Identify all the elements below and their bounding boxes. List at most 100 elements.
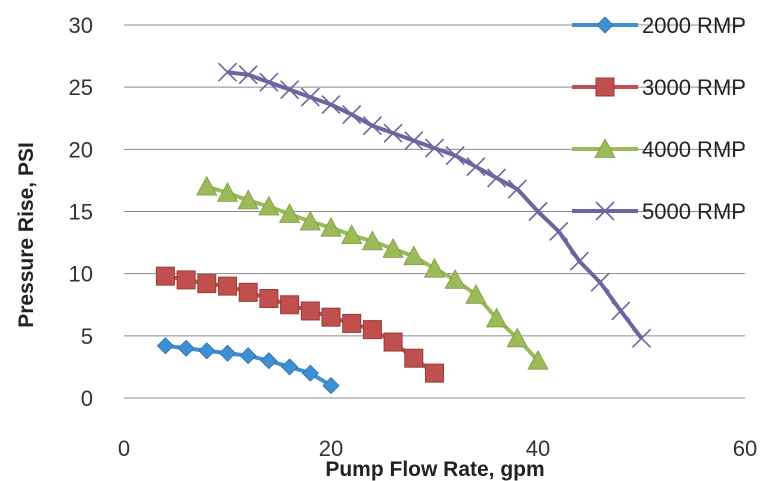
triangle-marker bbox=[423, 257, 446, 278]
x-marker-stroke bbox=[383, 123, 403, 143]
legend: 2000 RMP 3000 RMP 4000 RMP 5000 RMP bbox=[572, 13, 746, 224]
x-marker-stroke bbox=[404, 131, 424, 151]
x-marker bbox=[595, 201, 615, 221]
diamond-marker bbox=[218, 344, 237, 362]
x-marker bbox=[528, 201, 548, 222]
x-marker bbox=[424, 138, 445, 158]
square-marker bbox=[280, 295, 300, 315]
diamond-marker bbox=[281, 358, 299, 376]
diamond-marker bbox=[322, 377, 340, 395]
x-marker bbox=[404, 131, 424, 151]
x-tick-label: 20 bbox=[319, 436, 343, 461]
y-tick-label: 20 bbox=[69, 137, 93, 162]
x-axis-title: Pump Flow Rate, gpm bbox=[325, 458, 544, 481]
diamond-marker bbox=[301, 364, 319, 382]
legend-item: 3000 RMP bbox=[572, 75, 746, 100]
x-marker bbox=[611, 301, 631, 321]
diamond-marker bbox=[198, 342, 216, 360]
square-marker bbox=[383, 332, 403, 352]
x-marker bbox=[445, 145, 465, 166]
square-marker bbox=[259, 289, 279, 309]
triangle-marker bbox=[506, 327, 528, 348]
diamond-marker bbox=[239, 347, 257, 365]
x-marker bbox=[217, 62, 238, 82]
series-x bbox=[217, 62, 652, 348]
x-marker bbox=[549, 221, 569, 241]
x-tick-label: 60 bbox=[733, 436, 757, 461]
triangle-marker bbox=[361, 230, 384, 251]
diamond-marker bbox=[177, 339, 195, 357]
triangle-marker bbox=[444, 269, 466, 289]
triangle-marker bbox=[465, 283, 487, 304]
triangle-marker bbox=[403, 245, 425, 266]
x-marker-stroke bbox=[342, 104, 362, 125]
y-tick-label: 5 bbox=[81, 324, 93, 349]
triangle-marker bbox=[382, 237, 404, 258]
triangle-marker bbox=[278, 203, 301, 223]
x-tick-label: 40 bbox=[526, 436, 550, 461]
series-diamond bbox=[156, 337, 340, 395]
x-marker bbox=[487, 168, 507, 188]
square-marker bbox=[595, 77, 615, 97]
x-marker bbox=[569, 251, 589, 271]
x-marker bbox=[466, 157, 486, 177]
square-marker bbox=[425, 363, 444, 383]
x-marker bbox=[383, 123, 403, 143]
legend-label: 4000 RMP bbox=[642, 137, 746, 162]
x-marker bbox=[321, 95, 341, 115]
triangle-marker bbox=[320, 216, 342, 237]
square-marker bbox=[155, 266, 175, 286]
x-tick-label: 0 bbox=[118, 436, 130, 461]
legend-label: 3000 RMP bbox=[642, 75, 746, 100]
x-marker-stroke bbox=[590, 272, 610, 292]
y-axis-title: Pressure Rise, PSI bbox=[15, 142, 38, 328]
x-marker bbox=[507, 179, 527, 199]
triangle-marker bbox=[594, 138, 616, 158]
legend-item: 2000 RMP bbox=[572, 13, 746, 38]
square-marker bbox=[218, 276, 237, 296]
diamond-marker bbox=[156, 337, 174, 355]
square-marker bbox=[362, 320, 382, 340]
x-marker bbox=[362, 116, 382, 136]
triangle-marker bbox=[237, 189, 259, 210]
x-marker-stroke bbox=[549, 221, 569, 241]
x-axis-ticks: 0 20 40 60 bbox=[118, 436, 757, 461]
square-marker bbox=[342, 313, 362, 333]
x-marker-stroke bbox=[300, 87, 320, 107]
x-marker-stroke bbox=[569, 251, 589, 271]
square-marker bbox=[321, 307, 341, 327]
y-tick-label: 15 bbox=[69, 200, 93, 225]
x-marker bbox=[238, 65, 258, 85]
legend-label: 2000 RMP bbox=[642, 13, 746, 38]
triangle-marker bbox=[341, 224, 363, 245]
diamond-marker bbox=[596, 16, 614, 34]
x-marker bbox=[590, 272, 610, 292]
y-tick-label: 10 bbox=[69, 262, 93, 287]
x-marker-stroke bbox=[487, 168, 507, 188]
square-marker bbox=[176, 270, 196, 290]
square-marker bbox=[238, 282, 258, 302]
x-marker-stroke bbox=[611, 301, 631, 321]
x-marker-stroke bbox=[280, 80, 300, 100]
triangle-marker bbox=[196, 175, 218, 196]
diamond-marker bbox=[260, 352, 278, 370]
legend-item: 5000 RMP bbox=[572, 199, 746, 224]
y-tick-label: 30 bbox=[69, 13, 93, 38]
x-marker bbox=[631, 328, 652, 348]
y-tick-label: 0 bbox=[81, 386, 93, 411]
square-marker bbox=[197, 274, 217, 294]
gridlines bbox=[124, 24, 745, 337]
x-marker-stroke bbox=[362, 116, 382, 136]
series-square bbox=[155, 266, 444, 383]
triangle-marker bbox=[258, 195, 280, 216]
legend-item: 4000 RMP bbox=[572, 137, 746, 162]
series-triangle bbox=[196, 175, 549, 370]
triangle-marker bbox=[527, 349, 549, 370]
triangle-marker bbox=[299, 210, 321, 231]
triangle-marker bbox=[216, 182, 239, 202]
legend-label: 5000 RMP bbox=[642, 199, 746, 224]
x-marker-stroke bbox=[217, 62, 238, 82]
x-marker bbox=[342, 104, 362, 125]
x-marker bbox=[280, 80, 300, 100]
